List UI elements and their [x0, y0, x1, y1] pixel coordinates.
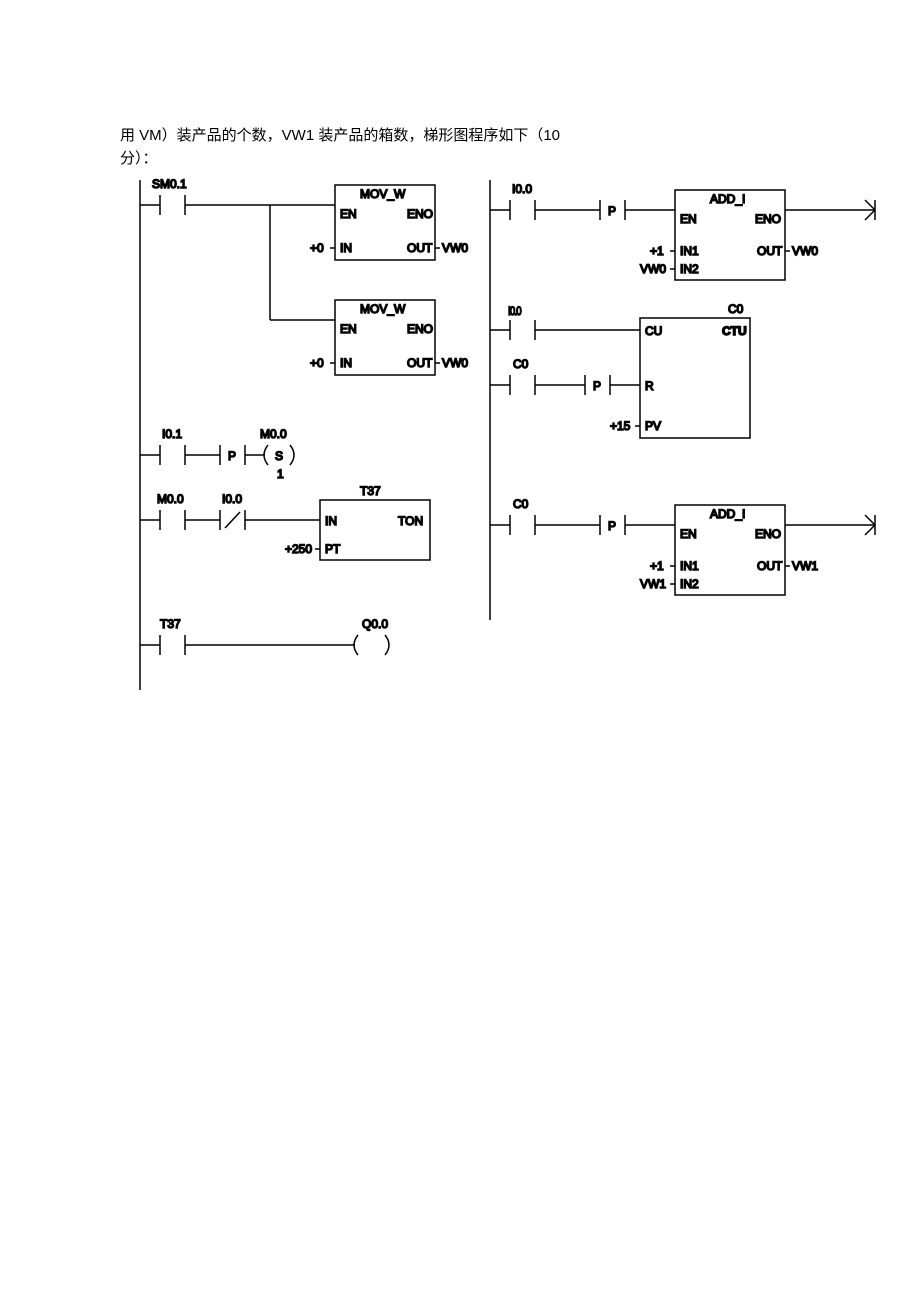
svg-text:VW0: VW0 [792, 244, 818, 258]
svg-text:EN: EN [680, 527, 697, 541]
svg-text:P: P [608, 519, 616, 533]
svg-text:I0.0: I0.0 [512, 182, 532, 196]
rung-3: M0.0 / I0.0 T37 IN TON PT +250 [140, 484, 430, 560]
r-rung-3: C0 P ADD_I EN ENO IN1 OUT IN2 +1 VW1 VW1 [490, 497, 875, 595]
svg-text:EN: EN [680, 212, 697, 226]
svg-text:IN1: IN1 [680, 559, 699, 573]
mov-w-box-2: MOV_W EN ENO IN OUT +0 VW0 [310, 300, 468, 375]
svg-text:EN: EN [340, 207, 357, 221]
caption-line1: 用 VM）装产品的个数，VW1 装产品的箱数，梯形图程序如下（10 [120, 125, 560, 148]
svg-text:ENO: ENO [407, 207, 433, 221]
svg-text:VW0: VW0 [442, 356, 468, 370]
svg-text:ENO: ENO [755, 212, 781, 226]
svg-text:PV: PV [645, 419, 661, 433]
svg-text:IN1: IN1 [680, 244, 699, 258]
svg-text:+0: +0 [310, 356, 324, 370]
svg-text:IN: IN [325, 514, 337, 528]
svg-text:IN: IN [340, 356, 352, 370]
contact-sm0.1-label: SM0.1 [152, 177, 187, 191]
mov-w-box-1: MOV_W EN ENO IN OUT +0 VW0 [310, 185, 468, 260]
svg-text:+250: +250 [285, 542, 312, 556]
svg-text:+1: +1 [650, 559, 664, 573]
svg-text:+15: +15 [610, 419, 631, 433]
svg-text:+1: +1 [650, 244, 664, 258]
svg-text:I0.1: I0.1 [162, 427, 182, 441]
ladder-diagram: SM0.1 MOV_W EN ENO IN OUT +0 VW0 MOV_W E… [130, 170, 890, 700]
rung-4: T37 Q0.0 [140, 617, 389, 655]
svg-text:PT: PT [325, 542, 341, 556]
svg-text:CU: CU [645, 324, 662, 338]
svg-text:1: 1 [277, 467, 284, 481]
svg-text:P: P [228, 449, 236, 463]
svg-text:I0.0: I0.0 [508, 305, 522, 318]
svg-text:OUT: OUT [407, 356, 433, 370]
svg-text:TON: TON [398, 514, 423, 528]
svg-text:VW1: VW1 [792, 559, 818, 573]
svg-text:IN: IN [340, 241, 352, 255]
svg-text:Q0.0: Q0.0 [362, 617, 388, 631]
svg-text:ENO: ENO [755, 527, 781, 541]
svg-text:C0: C0 [728, 302, 744, 316]
svg-text:+0: +0 [310, 241, 324, 255]
svg-text:S: S [275, 449, 283, 463]
r-rung-1: I0.0 P ADD_I EN ENO IN1 OUT IN2 +1 VW0 V… [490, 182, 875, 280]
svg-text:T37: T37 [360, 484, 381, 498]
svg-text:VW1: VW1 [640, 577, 666, 591]
svg-text:M0.0: M0.0 [260, 427, 287, 441]
svg-text:VW0: VW0 [640, 262, 666, 276]
svg-text:EN: EN [340, 322, 357, 336]
svg-text:IN2: IN2 [680, 262, 699, 276]
caption-line2: 分）： [120, 148, 158, 171]
svg-text:VW0: VW0 [442, 241, 468, 255]
svg-text:P: P [593, 379, 601, 393]
svg-text:I0.0: I0.0 [222, 492, 242, 506]
svg-text:OUT: OUT [757, 559, 783, 573]
svg-text:P: P [608, 204, 616, 218]
svg-text:ADD_I: ADD_I [710, 192, 745, 206]
svg-text:C0: C0 [513, 357, 529, 371]
rung-2: I0.1 P M0.0 S 1 [140, 427, 294, 481]
svg-text:IN2: IN2 [680, 577, 699, 591]
svg-text:ENO: ENO [407, 322, 433, 336]
svg-text:ADD_I: ADD_I [710, 507, 745, 521]
r-rung-2: I0.0 C0 P C0 CU CTU R PV +15 [490, 302, 750, 438]
rung-1: SM0.1 MOV_W EN ENO IN OUT +0 VW0 MOV_W E… [140, 177, 468, 375]
svg-text:T37: T37 [160, 617, 181, 631]
svg-text:MOV_W: MOV_W [360, 187, 406, 201]
svg-text:CTU: CTU [722, 324, 747, 338]
svg-text:MOV_W: MOV_W [360, 302, 406, 316]
svg-text:C0: C0 [513, 497, 529, 511]
svg-text:R: R [645, 379, 654, 393]
svg-text:OUT: OUT [407, 241, 433, 255]
svg-text:M0.0: M0.0 [157, 492, 184, 506]
svg-text:OUT: OUT [757, 244, 783, 258]
